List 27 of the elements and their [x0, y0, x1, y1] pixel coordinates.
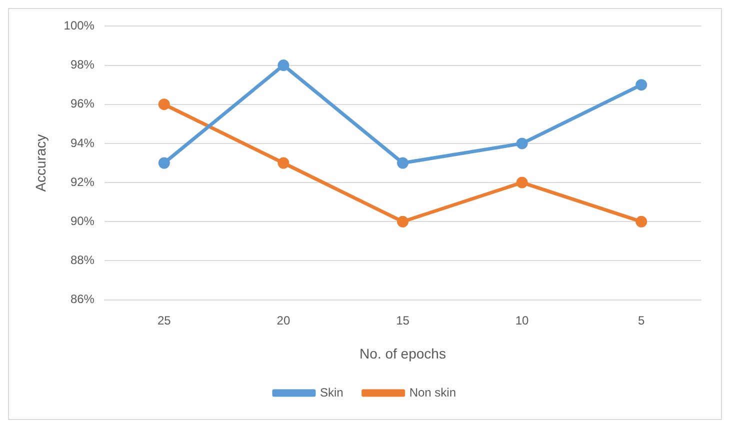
x-tick-label: 20 — [276, 313, 290, 328]
y-tick-label: 94% — [70, 136, 95, 150]
point — [158, 98, 170, 110]
point — [636, 79, 648, 91]
y-tick-label: 98% — [70, 58, 95, 72]
point — [396, 157, 408, 169]
x-tick-label: 10 — [515, 313, 530, 328]
y-tick-label: 86% — [70, 292, 95, 306]
x-tick-label: 25 — [157, 313, 172, 328]
point — [278, 60, 290, 72]
x-tick-label: 5 — [638, 313, 646, 328]
x-axis-title: No. of epochs — [360, 345, 446, 362]
y-axis-title: Accuracy — [32, 134, 48, 192]
point — [516, 138, 528, 150]
point — [636, 216, 648, 228]
point — [516, 176, 528, 188]
y-tick-label: 92% — [70, 174, 95, 189]
legend-label: Non skin — [409, 385, 456, 400]
point — [158, 157, 170, 169]
point — [396, 216, 408, 228]
x-tick-label: 15 — [396, 313, 410, 328]
y-tick-label: 96% — [70, 96, 95, 111]
y-tick-label: 88% — [70, 253, 95, 268]
point — [278, 157, 290, 169]
y-tick-label: 100% — [64, 18, 95, 33]
y-tick-label: 90% — [70, 214, 95, 228]
legend-label: Skin — [320, 385, 344, 400]
